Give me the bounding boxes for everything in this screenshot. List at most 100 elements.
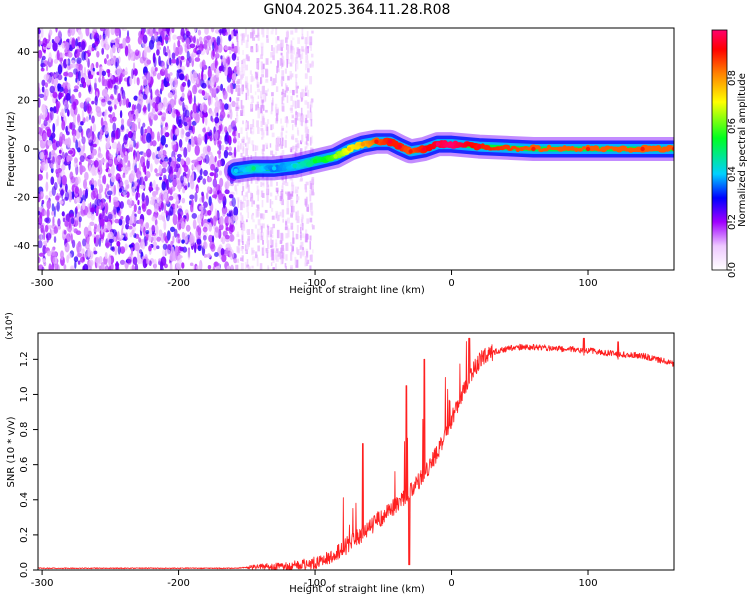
- heatmap-sparse-cell: [280, 141, 284, 147]
- heatmap-sparse-cell: [279, 195, 282, 202]
- heatmap-noise-cell: [144, 128, 148, 134]
- heatmap-noise-cell: [141, 28, 145, 37]
- heatmap-noise-cell: [156, 236, 162, 242]
- heatmap-sparse-cell: [242, 66, 246, 76]
- heatmap-sparse-cell: [247, 56, 250, 62]
- heatmap-sparse-cell: [301, 233, 305, 239]
- heatmap-noise-cell: [107, 28, 110, 39]
- heatmap-noise-cell: [71, 239, 76, 249]
- heatmap-noise-cell: [108, 153, 111, 157]
- heatmap-sparse-cell: [294, 74, 298, 78]
- heatmap-sparse-cell: [297, 130, 300, 136]
- heatmap-sparse-cell: [300, 218, 304, 223]
- heatmap-noise-cell: [185, 37, 190, 46]
- heatmap-sparse-cell: [306, 259, 310, 264]
- heatmap-noise-cell: [140, 176, 144, 186]
- heatmap-noise-cell: [155, 183, 159, 196]
- heatmap-noise-cell: [224, 134, 230, 145]
- heatmap-noise-cell: [146, 125, 151, 135]
- heatmap-sparse-cell: [251, 247, 254, 256]
- heatmap-trace-point: [585, 146, 591, 152]
- heatmap-trace-point: [531, 146, 536, 152]
- heatmap-sparse-cell: [309, 193, 312, 202]
- heatmap-sparse-cell: [306, 54, 309, 61]
- heatmap-sparse-cell: [295, 82, 298, 88]
- heatmap-sparse-cell: [254, 251, 258, 256]
- heatmap-noise-cell: [117, 141, 121, 152]
- heatmap-sparse-cell: [311, 61, 314, 68]
- heatmap-noise-cell: [90, 183, 95, 191]
- heatmap-noise-cell: [94, 81, 97, 91]
- heatmap-sparse-cell: [307, 89, 310, 97]
- heatmap-noise-cell: [62, 52, 65, 59]
- heatmap-sparse-cell: [304, 127, 308, 133]
- heatmap-noise-cell: [209, 110, 214, 118]
- heatmap-noise-cell: [55, 28, 58, 33]
- heatmap-noise-cell: [38, 174, 43, 181]
- heatmap-noise-cell: [61, 174, 67, 186]
- heatmap-noise-cell: [215, 184, 221, 193]
- heatmap-sparse-cell: [241, 227, 244, 236]
- heatmap-sparse-cell: [237, 84, 241, 94]
- heatmap-sparse-cell: [295, 247, 299, 254]
- figure-title: GN04.2025.364.11.28.R08: [264, 2, 451, 18]
- heatmap-noise-cell: [162, 28, 166, 32]
- heatmap-sparse-cell: [301, 52, 304, 60]
- heatmap-sparse-cell: [266, 38, 269, 43]
- heatmap-noise-cell: [160, 256, 167, 266]
- heatmap-noise-cell: [215, 68, 220, 78]
- heatmap-noise-cell: [112, 196, 119, 203]
- heatmap-noise-cell: [129, 232, 133, 238]
- heatmap-sparse-cell: [250, 84, 252, 93]
- heatmap-noise-cell: [224, 189, 230, 195]
- heatmap-noise-cell: [153, 114, 158, 121]
- heatmap-sparse-cell: [235, 264, 239, 270]
- heatmap-y-tick-label: 40: [17, 47, 30, 58]
- heatmap-sparse-cell: [306, 129, 310, 134]
- heatmap-noise-cell: [181, 81, 186, 87]
- heatmap-sparse-cell: [289, 177, 293, 181]
- heatmap-noise-cell: [109, 77, 114, 89]
- heatmap-sparse-cell: [277, 44, 281, 51]
- heatmap-sparse-cell: [299, 148, 303, 156]
- heatmap-sparse-cell: [305, 114, 308, 121]
- heatmap-sparse-cell: [281, 189, 284, 192]
- heatmap-sparse-cell: [309, 36, 313, 46]
- heatmap-noise-cell: [193, 28, 197, 33]
- heatmap-noise-cell: [134, 242, 140, 252]
- heatmap-noise-cell: [119, 234, 125, 239]
- heatmap-noise-cell: [53, 81, 58, 86]
- heatmap-noise-cell: [151, 216, 156, 222]
- heatmap-noise-cell: [206, 253, 212, 259]
- heatmap-sparse-cell: [297, 112, 301, 117]
- heatmap-sparse-cell: [251, 198, 254, 207]
- heatmap-noise-cell: [53, 236, 57, 243]
- heatmap-noise-cell: [142, 106, 148, 111]
- heatmap-sparse-cell: [265, 109, 268, 113]
- heatmap-noise-cell: [66, 155, 70, 163]
- heatmap-noise-cell: [227, 246, 233, 251]
- heatmap-noise-cell: [153, 32, 158, 40]
- heatmap-noise-cell: [203, 253, 208, 258]
- heatmap-sparse-cell: [276, 142, 279, 151]
- heatmap-trace-cell: [541, 147, 549, 152]
- heatmap-noise-cell: [161, 181, 167, 191]
- heatmap-noise-cell: [146, 132, 152, 143]
- heatmap-noise-cell: [60, 253, 64, 261]
- heatmap-sparse-cell: [260, 46, 264, 56]
- heatmap-noise-cell: [175, 128, 180, 135]
- heatmap-sparse-cell: [262, 245, 265, 255]
- heatmap-noise-cell: [182, 114, 186, 126]
- heatmap-noise-cell: [215, 265, 221, 270]
- heatmap-noise-cell: [45, 65, 49, 72]
- heatmap-sparse-cell: [246, 241, 249, 250]
- heatmap-sparse-cell: [304, 141, 307, 145]
- heatmap-sparse-cell: [260, 105, 263, 113]
- heatmap-noise-cell: [95, 61, 99, 69]
- heatmap-sparse-cell: [271, 234, 274, 238]
- heatmap-noise-cell: [207, 131, 212, 137]
- heatmap-sparse-cell: [255, 180, 259, 184]
- heatmap-sparse-cell: [311, 30, 314, 34]
- heatmap-noise-cell: [79, 256, 86, 263]
